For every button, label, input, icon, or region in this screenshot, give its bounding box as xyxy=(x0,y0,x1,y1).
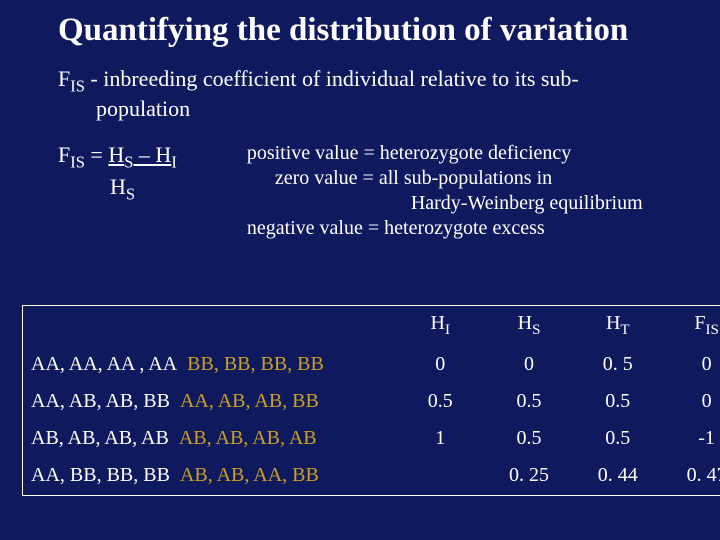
ht-cell: 0.5 xyxy=(573,384,662,421)
ht-cell: 0. 5 xyxy=(573,347,662,384)
values-neg-label: negative value = xyxy=(247,217,379,239)
hs-h: H xyxy=(518,312,532,334)
hs-s: S xyxy=(532,322,540,338)
hi-cell: 0.5 xyxy=(396,384,485,421)
table-row: AA, BB, BB, BB AB, AB, AA, BB 0. 25 0. 4… xyxy=(23,458,720,495)
fis-def-text-b: population xyxy=(96,96,190,121)
pop1: AA, BB, BB, BB xyxy=(31,464,170,486)
table-header-ht: HT xyxy=(573,306,662,347)
fis-cell: 0 xyxy=(662,384,720,421)
pops-cell: AA, AB, AB, BB AA, AB, AB, BB xyxy=(23,384,396,421)
pop2: BB, BB, BB, BB xyxy=(187,353,324,375)
fis-f: F xyxy=(694,312,705,334)
fis-def-text-a: - inbreeding coefficient of individual r… xyxy=(85,66,579,91)
formula-hs-h: H xyxy=(108,142,124,167)
hs-cell: 0.5 xyxy=(485,384,574,421)
pop1: AA, AB, AB, BB xyxy=(31,390,170,412)
hi-h: H xyxy=(431,312,445,334)
fis-cell: -1 xyxy=(662,421,720,458)
table-header-pops xyxy=(23,306,396,347)
pops-cell: AA, AA, AA , AA BB, BB, BB, BB xyxy=(23,347,396,384)
data-table: HI HS HT FIS AA, AA, AA , AA BB, BB, BB,… xyxy=(23,306,720,495)
pop2: AA, AB, AB, BB xyxy=(180,390,319,412)
ht-cell: 0. 44 xyxy=(573,458,662,495)
table-header-hi: HI xyxy=(396,306,485,347)
fis-formula: FIS = HS – HI HS xyxy=(58,141,177,205)
pop1: AB, AB, AB, AB xyxy=(31,427,169,449)
formula-eq: = xyxy=(85,142,108,167)
hi-cell xyxy=(396,458,485,495)
hi-i: I xyxy=(445,322,450,338)
values-zero-label: zero value = xyxy=(275,167,374,189)
slide: Quantifying the distribution of variatio… xyxy=(0,0,720,540)
values-zero-text: all sub-populations in xyxy=(374,167,552,189)
hi-cell: 1 xyxy=(396,421,485,458)
fis-symbol-is: IS xyxy=(70,77,85,96)
ht-cell: 0.5 xyxy=(573,421,662,458)
hi-cell: 0 xyxy=(396,347,485,384)
pops-cell: AA, BB, BB, BB AB, AB, AA, BB xyxy=(23,458,396,495)
formula-lhs-f: F xyxy=(58,142,70,167)
table-header-fis: FIS xyxy=(662,306,720,347)
pop2: AB, AB, AB, AB xyxy=(179,427,317,449)
formula-hi-h: H xyxy=(155,142,171,167)
values-pos-label: positive value = xyxy=(247,142,375,164)
hs-cell: 0.5 xyxy=(485,421,574,458)
fis-symbol-f: F xyxy=(58,66,70,91)
values-negative: negative value = heterozygote excess xyxy=(247,216,643,241)
value-interpretations: positive value = heterozygote deficiency… xyxy=(247,141,643,241)
formula-denom: HS xyxy=(58,173,177,205)
table-header-row: HI HS HT FIS xyxy=(23,306,720,347)
values-zero: zero value = all sub-populations in xyxy=(247,166,643,191)
values-pos-text: heterozygote deficiency xyxy=(375,142,572,164)
values-zero-text2: Hardy-Weinberg equilibrium xyxy=(411,192,643,214)
formula-minus: – xyxy=(133,142,155,167)
ht-t: T xyxy=(620,322,629,338)
values-neg-text: heterozygote excess xyxy=(379,217,544,239)
table-header-hs: HS xyxy=(485,306,574,347)
table-row: AB, AB, AB, AB AB, AB, AB, AB 1 0.5 0.5 … xyxy=(23,421,720,458)
data-table-wrap: HI HS HT FIS AA, AA, AA , AA BB, BB, BB,… xyxy=(22,305,720,496)
formula-and-values-row: FIS = HS – HI HS positive value = hetero… xyxy=(58,141,698,241)
fis-cell: 0. 47 xyxy=(662,458,720,495)
values-zero-line2: Hardy-Weinberg equilibrium xyxy=(247,191,643,216)
formula-denom-s: S xyxy=(126,184,135,203)
formula-denom-h: H xyxy=(110,174,126,199)
values-positive: positive value = heterozygote deficiency xyxy=(247,141,643,166)
hs-cell: 0 xyxy=(485,347,574,384)
formula-hi-i: I xyxy=(171,152,177,171)
formula-numer: HS – HI xyxy=(108,142,176,167)
formula-lhs-is: IS xyxy=(70,152,85,171)
fis-is: IS xyxy=(705,322,718,338)
table-row: AA, AB, AB, BB AA, AB, AB, BB 0.5 0.5 0.… xyxy=(23,384,720,421)
ht-h: H xyxy=(606,312,620,334)
fis-definition: FIS - inbreeding coefficient of individu… xyxy=(58,66,698,123)
hs-cell: 0. 25 xyxy=(485,458,574,495)
slide-title: Quantifying the distribution of variatio… xyxy=(58,12,698,48)
pop2: AB, AB, AA, BB xyxy=(180,464,319,486)
table-row: AA, AA, AA , AA BB, BB, BB, BB 0 0 0. 5 … xyxy=(23,347,720,384)
pop1: AA, AA, AA , AA xyxy=(31,353,177,375)
fis-cell: 0 xyxy=(662,347,720,384)
pops-cell: AB, AB, AB, AB AB, AB, AB, AB xyxy=(23,421,396,458)
